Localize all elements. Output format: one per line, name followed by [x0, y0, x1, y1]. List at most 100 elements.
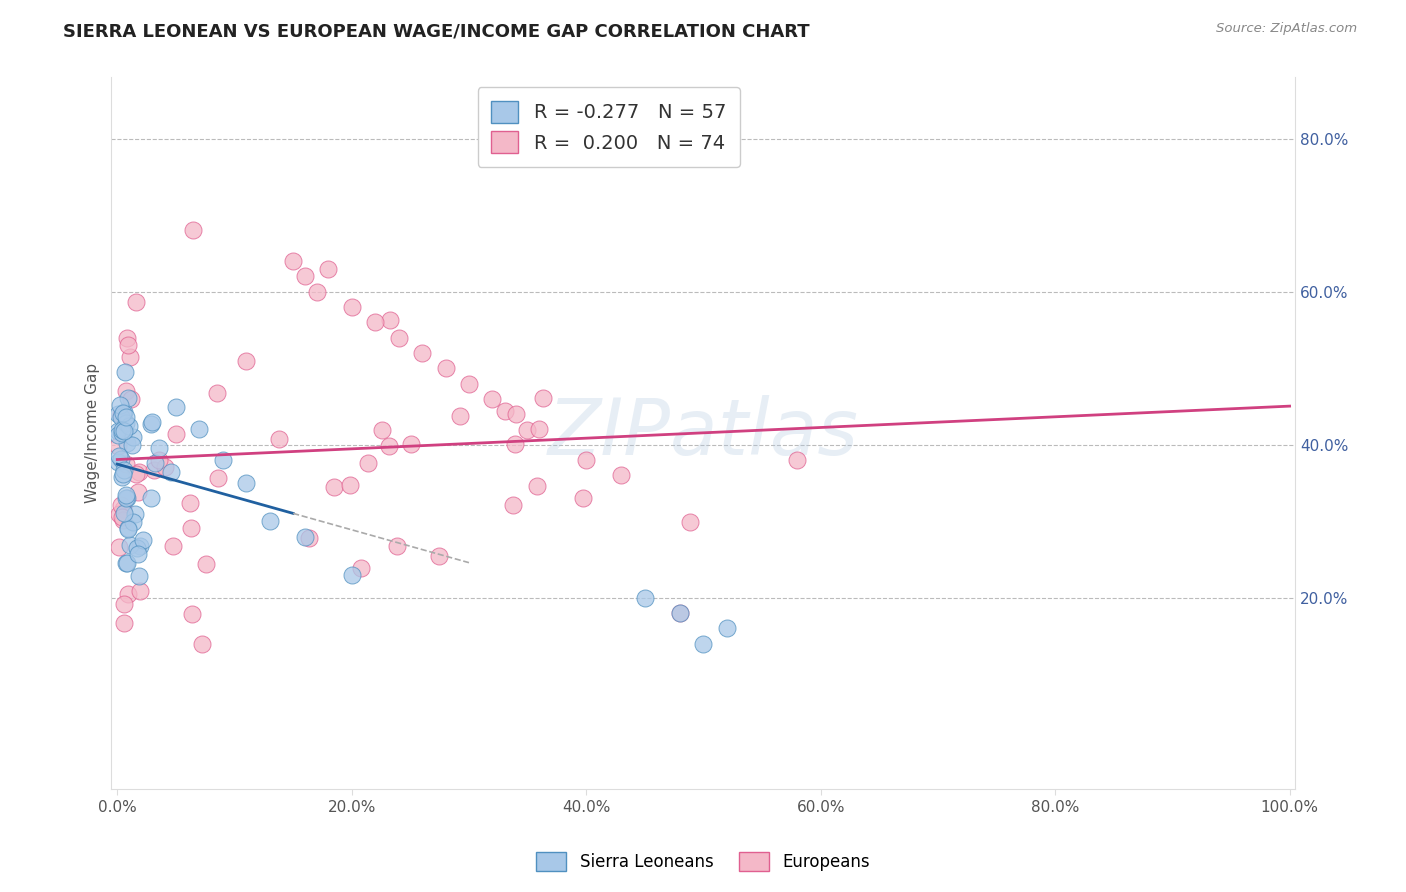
- Point: [399, 437, 422, 451]
- Point: [526, 479, 548, 493]
- Y-axis label: Wage/Income Gap: Wage/Income Gap: [86, 363, 100, 503]
- Point: [110, 452, 132, 467]
- Point: [117, 523, 139, 537]
- Point: [281, 254, 304, 268]
- Point: [481, 392, 503, 406]
- Point: [387, 540, 409, 554]
- Point: [294, 530, 316, 544]
- Point: [107, 455, 129, 469]
- Point: [128, 569, 150, 583]
- Point: [141, 415, 163, 429]
- Point: [112, 424, 135, 438]
- Point: [357, 456, 380, 470]
- Point: [377, 439, 399, 453]
- Text: ZIPatlas: ZIPatlas: [548, 395, 859, 471]
- Point: [371, 423, 394, 437]
- Point: [121, 430, 143, 444]
- Point: [502, 499, 524, 513]
- Point: [124, 467, 146, 482]
- Point: [235, 476, 257, 491]
- Point: [128, 465, 150, 479]
- Point: [143, 463, 166, 477]
- Point: [322, 480, 344, 494]
- Point: [115, 491, 138, 506]
- Point: [364, 315, 387, 329]
- Point: [115, 457, 138, 471]
- Point: [107, 424, 129, 438]
- Point: [120, 537, 142, 551]
- Point: [111, 469, 134, 483]
- Point: [531, 392, 554, 406]
- Point: [183, 223, 205, 237]
- Point: [122, 515, 145, 529]
- Point: [125, 541, 148, 555]
- Point: [194, 557, 217, 571]
- Point: [139, 417, 162, 431]
- Point: [110, 498, 132, 512]
- Point: [129, 539, 152, 553]
- Point: [571, 491, 593, 506]
- Point: [115, 416, 138, 430]
- Point: [181, 607, 204, 622]
- Point: [575, 453, 598, 467]
- Point: [120, 350, 142, 364]
- Point: [716, 622, 738, 636]
- Point: [107, 408, 129, 422]
- Point: [112, 406, 135, 420]
- Point: [111, 423, 134, 437]
- Point: [114, 556, 136, 570]
- Point: [380, 312, 402, 326]
- Point: [211, 453, 233, 467]
- Point: [160, 465, 183, 479]
- Point: [434, 361, 457, 376]
- Point: [516, 423, 538, 437]
- Point: [110, 409, 132, 424]
- Point: [786, 453, 808, 467]
- Point: [124, 508, 146, 522]
- Point: [449, 409, 471, 423]
- Point: [388, 331, 411, 345]
- Point: [191, 637, 214, 651]
- Point: [115, 331, 138, 345]
- Point: [127, 484, 149, 499]
- Point: [111, 513, 134, 527]
- Point: [207, 471, 229, 485]
- Point: [148, 441, 170, 455]
- Point: [111, 426, 134, 441]
- Point: [505, 407, 527, 421]
- Point: [340, 300, 363, 314]
- Point: [634, 591, 657, 605]
- Point: [294, 269, 316, 284]
- Point: [316, 261, 339, 276]
- Point: [235, 354, 257, 368]
- Point: [340, 567, 363, 582]
- Point: [669, 606, 692, 620]
- Point: [458, 376, 481, 391]
- Point: [148, 453, 170, 467]
- Point: [205, 386, 228, 401]
- Point: [112, 502, 135, 516]
- Point: [267, 432, 290, 446]
- Point: [115, 491, 138, 505]
- Point: [112, 507, 135, 521]
- Point: [115, 557, 138, 571]
- Point: [110, 408, 132, 422]
- Point: [125, 295, 148, 310]
- Text: SIERRA LEONEAN VS EUROPEAN WAGE/INCOME GAP CORRELATION CHART: SIERRA LEONEAN VS EUROPEAN WAGE/INCOME G…: [63, 22, 810, 40]
- Point: [117, 391, 139, 405]
- Point: [110, 398, 132, 412]
- Legend: R = -0.277   N = 57, R =  0.200   N = 74: R = -0.277 N = 57, R = 0.200 N = 74: [478, 87, 740, 167]
- Point: [108, 450, 131, 464]
- Point: [117, 587, 139, 601]
- Point: [111, 467, 134, 481]
- Point: [180, 520, 202, 534]
- Point: [115, 410, 138, 425]
- Point: [115, 436, 138, 450]
- Point: [165, 426, 187, 441]
- Point: [108, 507, 131, 521]
- Point: [503, 437, 526, 451]
- Point: [179, 496, 201, 510]
- Point: [165, 400, 187, 414]
- Legend: Sierra Leoneans, Europeans: Sierra Leoneans, Europeans: [529, 843, 877, 880]
- Point: [127, 547, 149, 561]
